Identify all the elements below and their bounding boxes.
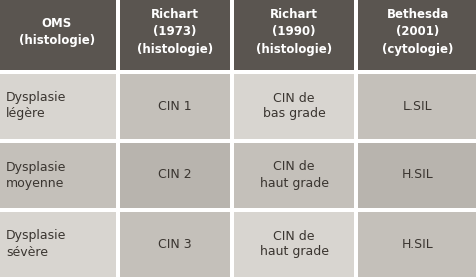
- Bar: [358, 143, 476, 208]
- Bar: [120, 0, 230, 69]
- Bar: [358, 73, 476, 138]
- Bar: [234, 211, 354, 276]
- Bar: [120, 211, 230, 276]
- Text: Dysplasie
sévère: Dysplasie sévère: [6, 230, 66, 259]
- Bar: [234, 0, 354, 69]
- Text: Bethesda
(2001)
(cytologie): Bethesda (2001) (cytologie): [382, 8, 454, 56]
- Text: H.SIL: H.SIL: [402, 237, 434, 251]
- Text: Richart
(1973)
(histologie): Richart (1973) (histologie): [137, 8, 213, 56]
- Bar: [0, 143, 116, 208]
- Bar: [120, 73, 230, 138]
- Text: CIN de
haut grade: CIN de haut grade: [259, 230, 328, 259]
- Bar: [234, 73, 354, 138]
- Text: CIN de
bas grade: CIN de bas grade: [263, 92, 326, 121]
- Text: Dysplasie
légère: Dysplasie légère: [6, 92, 66, 121]
- Bar: [120, 143, 230, 208]
- Bar: [358, 211, 476, 276]
- Text: L.SIL: L.SIL: [403, 100, 433, 112]
- Text: OMS
(histologie): OMS (histologie): [19, 17, 95, 47]
- Text: Dysplasie
moyenne: Dysplasie moyenne: [6, 160, 66, 189]
- Text: Richart
(1990)
(histologie): Richart (1990) (histologie): [256, 8, 332, 56]
- Text: CIN de
haut grade: CIN de haut grade: [259, 160, 328, 189]
- Bar: [0, 73, 116, 138]
- Text: CIN 1: CIN 1: [158, 100, 192, 112]
- Text: CIN 2: CIN 2: [158, 169, 192, 182]
- Bar: [358, 0, 476, 69]
- Bar: [0, 0, 116, 69]
- Text: CIN 3: CIN 3: [158, 237, 192, 251]
- Bar: [234, 143, 354, 208]
- Text: H.SIL: H.SIL: [402, 169, 434, 182]
- Bar: [0, 211, 116, 276]
